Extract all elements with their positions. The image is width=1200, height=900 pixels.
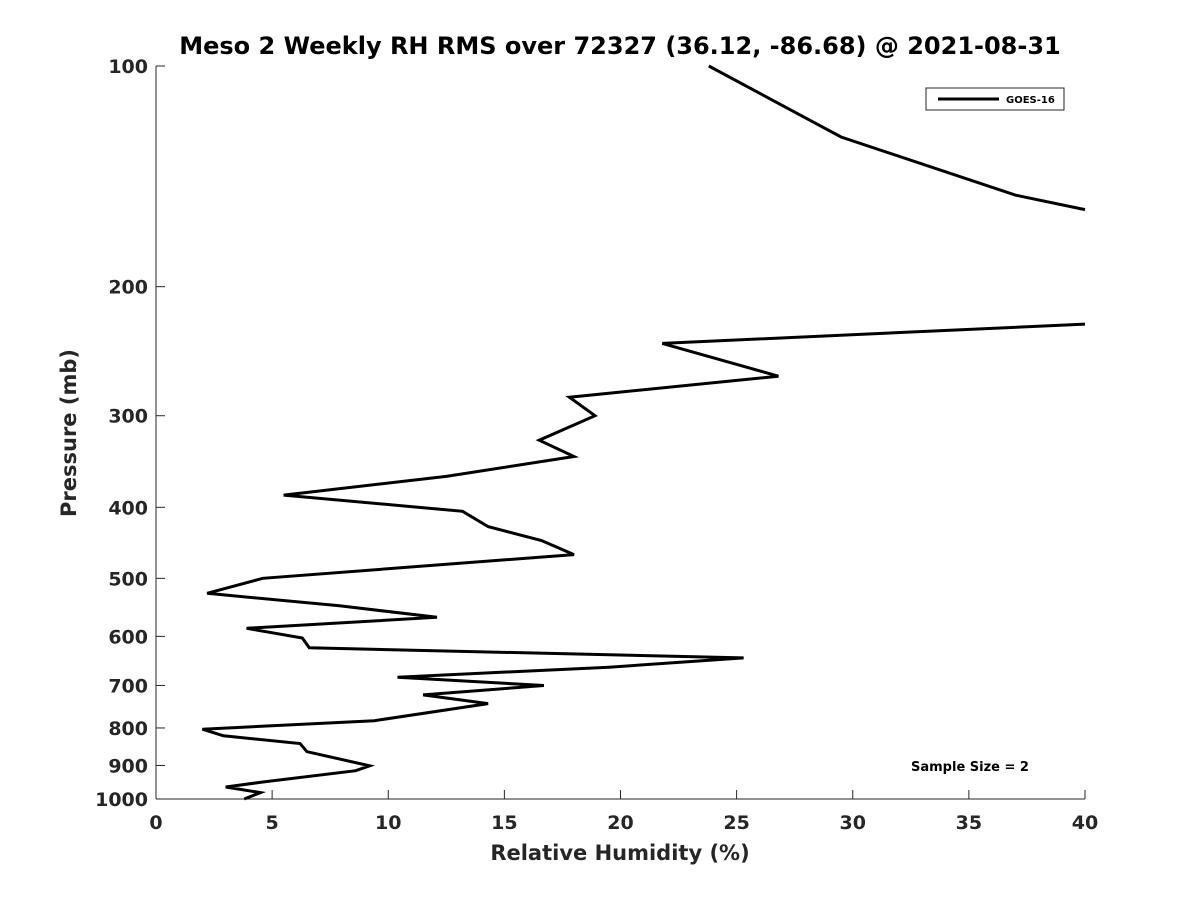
x-tick-label: 25: [723, 812, 749, 834]
series-layer: [201, 64, 1086, 801]
y-tick-label: 100: [108, 56, 148, 78]
x-tick-label: 40: [1072, 812, 1098, 834]
legend-label-goes-16: GOES-16: [1006, 95, 1055, 106]
x-tick-label: 30: [840, 812, 866, 834]
x-tick-label: 20: [607, 812, 633, 834]
y-tick-label: 400: [108, 497, 148, 519]
x-tick-label: 35: [956, 812, 982, 834]
x-tick-label: 10: [375, 812, 401, 834]
chart-title: Meso 2 Weekly RH RMS over 72327 (36.12, …: [179, 32, 1061, 60]
y-tick-label: 200: [108, 277, 148, 299]
series-line-goes-16-segment-1: [708, 64, 1086, 212]
series-line-goes-16-segment-2: [201, 322, 1086, 801]
y-tick-label: 900: [108, 755, 148, 777]
x-axis-label: Relative Humidity (%): [490, 841, 749, 865]
legend: GOES-16: [925, 87, 1065, 111]
x-tick-label: 15: [491, 812, 517, 834]
axes: 0 5 10 15 20 25 30 35 40 100 200 300 400 500 600 700 800…: [95, 56, 1098, 834]
x-tick-label: 0: [149, 812, 162, 834]
y-tick-label: 500: [108, 568, 148, 590]
y-tick-label: 600: [108, 626, 148, 648]
y-tick-label: 700: [108, 675, 148, 697]
y-tick-label: 1000: [95, 789, 148, 811]
y-tick-label: 800: [108, 718, 148, 740]
y-axis-label: Pressure (mb): [57, 349, 81, 517]
y-tick-label: 300: [108, 406, 148, 428]
sample-size-annotation: Sample Size = 2: [911, 760, 1029, 775]
x-tick-label: 5: [266, 812, 279, 834]
